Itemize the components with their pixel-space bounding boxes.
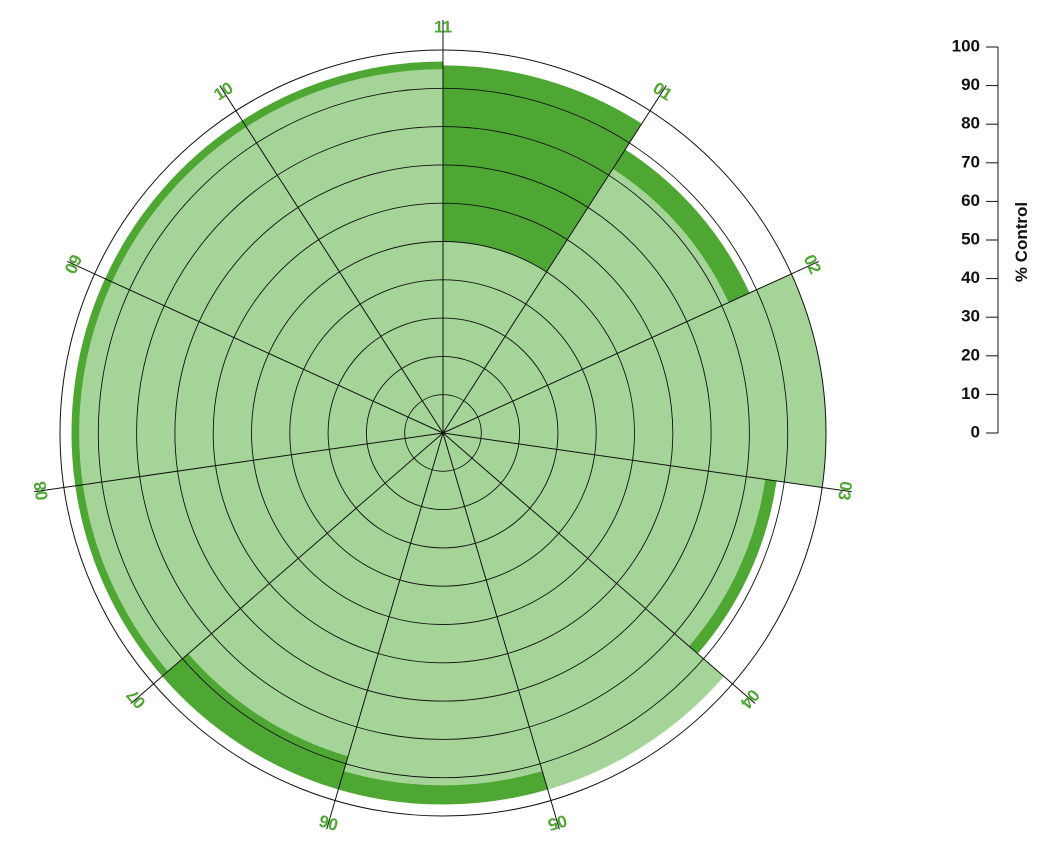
spoke-line xyxy=(442,432,560,830)
spoke-line xyxy=(130,432,444,704)
spoke-line xyxy=(34,432,444,493)
category-label-03: 03 xyxy=(834,480,855,501)
sector-0-11 xyxy=(246,69,443,434)
category-label-04: 04 xyxy=(736,686,763,713)
grid-layer xyxy=(34,20,852,830)
scale-tick-label: 70 xyxy=(961,152,980,171)
sector-0-01 xyxy=(443,241,547,433)
sector-0-02 xyxy=(443,168,729,434)
category-label-10: 10 xyxy=(210,78,236,104)
sector-0-07 xyxy=(188,433,443,757)
sector-0-04 xyxy=(443,433,766,647)
spoke-line xyxy=(442,432,756,704)
sector-0-10 xyxy=(112,126,443,433)
category-label-05: 05 xyxy=(546,811,570,835)
spoke-line xyxy=(67,260,444,434)
category-label-09: 09 xyxy=(61,252,86,277)
sector-layer xyxy=(71,61,826,805)
spoke-line xyxy=(442,260,819,434)
scale-tick-label: 50 xyxy=(961,229,980,248)
scale-tick-label: 0 xyxy=(971,422,980,441)
spoke-line xyxy=(442,85,667,434)
category-label-06: 06 xyxy=(317,811,341,835)
value-scale: % Control 0 10 20 30 40 50 60 70 80 90 100 xyxy=(952,36,1031,441)
spoke-line xyxy=(442,432,852,493)
sector-0-06 xyxy=(343,433,543,786)
spoke-line xyxy=(326,432,444,830)
scale-tick-label: 80 xyxy=(961,114,980,133)
category-label-08: 08 xyxy=(30,480,51,501)
spoke-line xyxy=(219,85,444,434)
scale-tick-label: 10 xyxy=(961,384,980,403)
sector-0-09 xyxy=(79,281,444,485)
scale-tick-label: 100 xyxy=(952,36,980,55)
scale-tick-label: 20 xyxy=(961,345,980,364)
sector-0-08 xyxy=(82,433,443,672)
category-label-01: 01 xyxy=(649,78,675,104)
scale-tick-label: 90 xyxy=(961,75,980,94)
scale-tick-label: 60 xyxy=(961,191,980,210)
category-label-11: 11 xyxy=(434,17,452,36)
scale-tick-label: 40 xyxy=(961,268,980,287)
sector-0-05 xyxy=(443,433,724,790)
scale-title: % Control xyxy=(1012,202,1031,282)
category-label-07: 07 xyxy=(123,686,150,713)
category-label-02: 02 xyxy=(800,252,825,277)
scale-tick-label: 30 xyxy=(961,307,980,326)
